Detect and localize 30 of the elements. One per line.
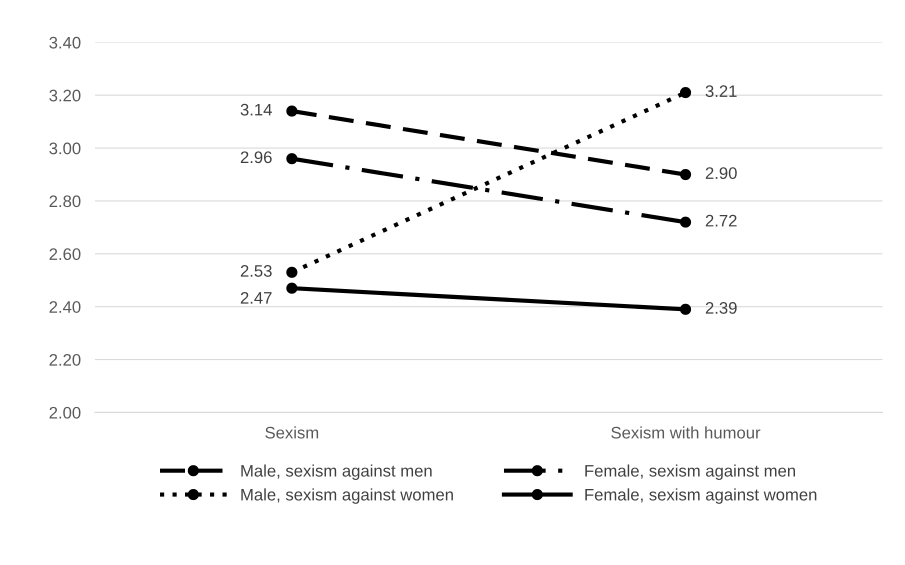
legend-label: Male, sexism against men: [241, 464, 432, 480]
y-tick-label: 2.40: [50, 301, 80, 313]
data-label: 2.47: [240, 292, 272, 304]
y-tick-label: 2.80: [50, 195, 80, 208]
y-tick-label: 2.00: [50, 406, 80, 419]
point: [680, 216, 692, 228]
point: [680, 168, 692, 180]
point: [286, 266, 298, 278]
point: [680, 87, 692, 98]
point: [286, 106, 298, 117]
legend-label: Female, sexism against men: [585, 464, 796, 480]
data-label: 2.90: [706, 167, 737, 180]
y-tick-label: 3.40: [49, 36, 80, 49]
point: [680, 304, 692, 315]
y-tick-label: 3.20: [49, 90, 80, 102]
y-tick-label: 2.60: [50, 248, 80, 260]
x-tick-label: Sexism: [265, 426, 318, 439]
data-label: 2.72: [706, 214, 737, 226]
data-label: 3.21: [706, 85, 737, 98]
data-label: 2.39: [706, 302, 737, 314]
legend-label: Male, sexism against women: [241, 488, 453, 504]
legend-label: Female, sexism against women: [585, 488, 816, 504]
x-tick-label: Sexism with humour: [611, 426, 760, 439]
y-tick-label: 2.20: [50, 354, 80, 366]
point: [286, 282, 298, 294]
data-label: 2.96: [240, 151, 272, 164]
data-label: 2.53: [240, 265, 272, 277]
y-tick-label: 3.00: [49, 142, 80, 154]
data-label: 3.14: [240, 104, 272, 116]
point: [286, 153, 298, 164]
